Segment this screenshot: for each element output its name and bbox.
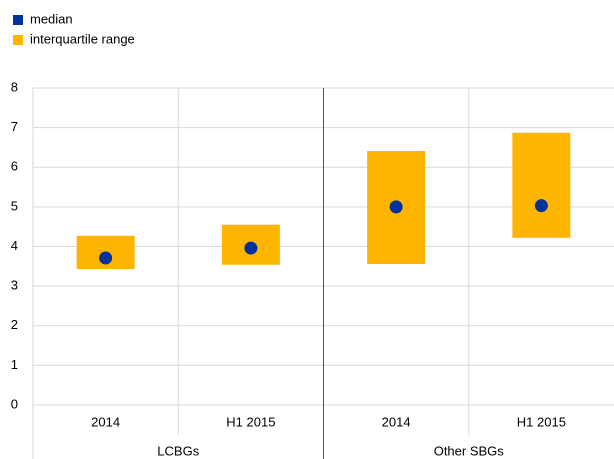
median-dot (534, 199, 548, 213)
group-label: Other SBGs (434, 443, 505, 458)
y-tick-label: 8 (11, 79, 18, 94)
y-tick-label: 0 (11, 396, 18, 411)
y-tick-label: 7 (11, 119, 18, 134)
legend-label: interquartile range (30, 31, 135, 46)
y-tick-label: 3 (11, 278, 18, 293)
median-dot (389, 200, 403, 214)
y-tick-label: 6 (11, 159, 18, 174)
legend-swatch (13, 35, 23, 45)
iqr-bar (512, 132, 571, 238)
x-tick-label: H1 2015 (517, 414, 566, 429)
legend-swatch (13, 15, 23, 25)
y-tick-label: 2 (11, 317, 18, 332)
median-dot (244, 241, 258, 255)
group-label: LCBGs (157, 443, 199, 458)
median-dot (99, 251, 113, 265)
y-tick-label: 4 (11, 238, 18, 253)
y-tick-label: 1 (11, 357, 18, 372)
x-tick-label: H1 2015 (226, 414, 275, 429)
x-tick-label: 2014 (91, 414, 120, 429)
legend-label: median (30, 11, 73, 26)
y-tick-label: 5 (11, 198, 18, 213)
x-tick-label: 2014 (382, 414, 411, 429)
